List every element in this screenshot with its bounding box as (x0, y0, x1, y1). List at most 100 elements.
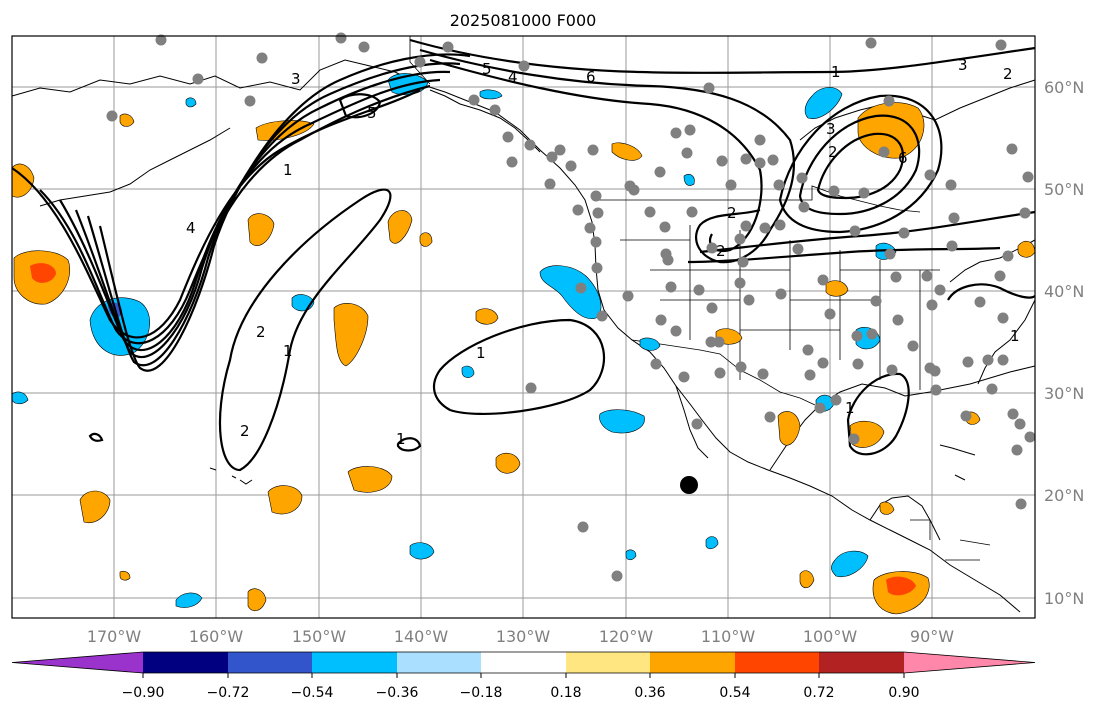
contour-label: 2 (828, 143, 838, 161)
station-dot (686, 206, 698, 218)
station-dot (924, 169, 936, 181)
contour-label: 4 (186, 219, 196, 237)
station-dot (898, 227, 910, 239)
station-dot (591, 262, 603, 274)
station-dot (921, 270, 933, 282)
station-dot (995, 39, 1007, 51)
colorbar-label: −0.18 (460, 685, 503, 701)
lat-label-40: 40°N (1044, 282, 1084, 301)
station-dot (890, 271, 902, 283)
longitude-labels: 170°W 160°W 150°W 140°W 130°W 120°W 110°… (87, 627, 954, 646)
station-markers (106, 32, 1036, 582)
map-frame (11, 35, 1036, 619)
lon-label-150w: 150°W (292, 627, 347, 646)
station-dot (544, 178, 556, 190)
station-dot (554, 144, 566, 156)
station-dot (577, 521, 589, 533)
station-dot (713, 336, 725, 348)
colorbar-segment (481, 652, 566, 673)
map-panel: 1 2 3 4 5 6 1 2 1 2 5 4 3 2 1 6 1 2 3 1 … (11, 32, 1036, 618)
colorbar-label: −0.54 (291, 685, 334, 701)
station-dot (1014, 418, 1026, 430)
station-dot (884, 248, 896, 260)
station-dot (714, 367, 726, 379)
station-dot (655, 314, 667, 326)
station-dot (960, 410, 972, 422)
station-dot (706, 242, 718, 254)
station-dot (830, 394, 842, 406)
contour-label: 2 (240, 422, 250, 440)
station-dot (358, 41, 370, 53)
station-dot (774, 219, 786, 231)
lat-label-10: 10°N (1044, 589, 1084, 608)
colorbar-label: −0.72 (207, 685, 250, 701)
station-dot (725, 179, 737, 191)
station-dot (796, 172, 808, 184)
station-dot (665, 281, 677, 293)
station-dot (757, 368, 769, 380)
station-dot (1024, 431, 1036, 443)
station-dot (244, 95, 256, 107)
station-dot (525, 382, 537, 394)
station-dot (691, 418, 703, 430)
station-dot (740, 220, 752, 232)
lon-label-160w: 160°W (189, 627, 244, 646)
colorbar-segment (228, 652, 312, 673)
station-dot (945, 179, 957, 191)
lat-label-20: 20°N (1044, 486, 1084, 505)
colorbar-labels: −0.90 −0.72 −0.54 −0.36 −0.18 0.18 0.36 … (122, 685, 920, 701)
contour-label: 6 (586, 68, 596, 86)
contour-label: 5 (367, 104, 377, 122)
lon-label-120w: 120°W (599, 627, 654, 646)
station-dot (155, 34, 167, 46)
station-dot (754, 134, 766, 146)
station-dot (1019, 207, 1031, 219)
contour-label: 6 (898, 149, 908, 167)
contour-label: 3 (291, 70, 301, 88)
lon-label-170w: 170°W (87, 627, 142, 646)
station-dot (883, 95, 895, 107)
station-dot (851, 330, 863, 342)
station-dot (852, 358, 864, 370)
station-dot (948, 212, 960, 224)
station-dot (773, 179, 785, 191)
station-dot (670, 325, 682, 337)
station-dot (907, 340, 919, 352)
lon-label-90w: 90°W (910, 627, 954, 646)
station-dot (489, 104, 501, 116)
contour-label: 2 (727, 204, 737, 222)
colorbar-extend-min (12, 652, 143, 673)
station-dot (659, 221, 671, 233)
station-dot (622, 290, 634, 302)
station-dot (590, 236, 602, 248)
contour-label: 1 (283, 342, 293, 360)
station-dot (814, 402, 826, 414)
station-dot (546, 151, 558, 163)
lon-label-140w: 140°W (394, 627, 449, 646)
station-dot (804, 369, 816, 381)
station-dot (590, 190, 602, 202)
station-dot (740, 153, 752, 165)
station-dot (1022, 171, 1034, 183)
station-dot (946, 240, 958, 252)
colorbar-label: 0.18 (550, 685, 581, 701)
station-dot (764, 411, 776, 423)
station-dot (734, 277, 746, 289)
station-dot (1011, 444, 1023, 456)
station-dot (335, 32, 347, 44)
station-dot (775, 288, 787, 300)
station-dot (743, 294, 755, 306)
station-dot (716, 155, 728, 167)
station-dot (735, 361, 747, 373)
station-dot (974, 296, 986, 308)
station-dot (502, 131, 514, 143)
station-dot (828, 185, 840, 197)
colorbar-segment (143, 652, 228, 673)
station-dot (592, 207, 604, 219)
station-dot (866, 328, 878, 340)
contour-label: 4 (508, 68, 518, 86)
positive-anomaly-shading (11, 102, 1036, 615)
station-dot (817, 357, 829, 369)
station-dot (106, 110, 118, 122)
station-dot (575, 282, 587, 294)
